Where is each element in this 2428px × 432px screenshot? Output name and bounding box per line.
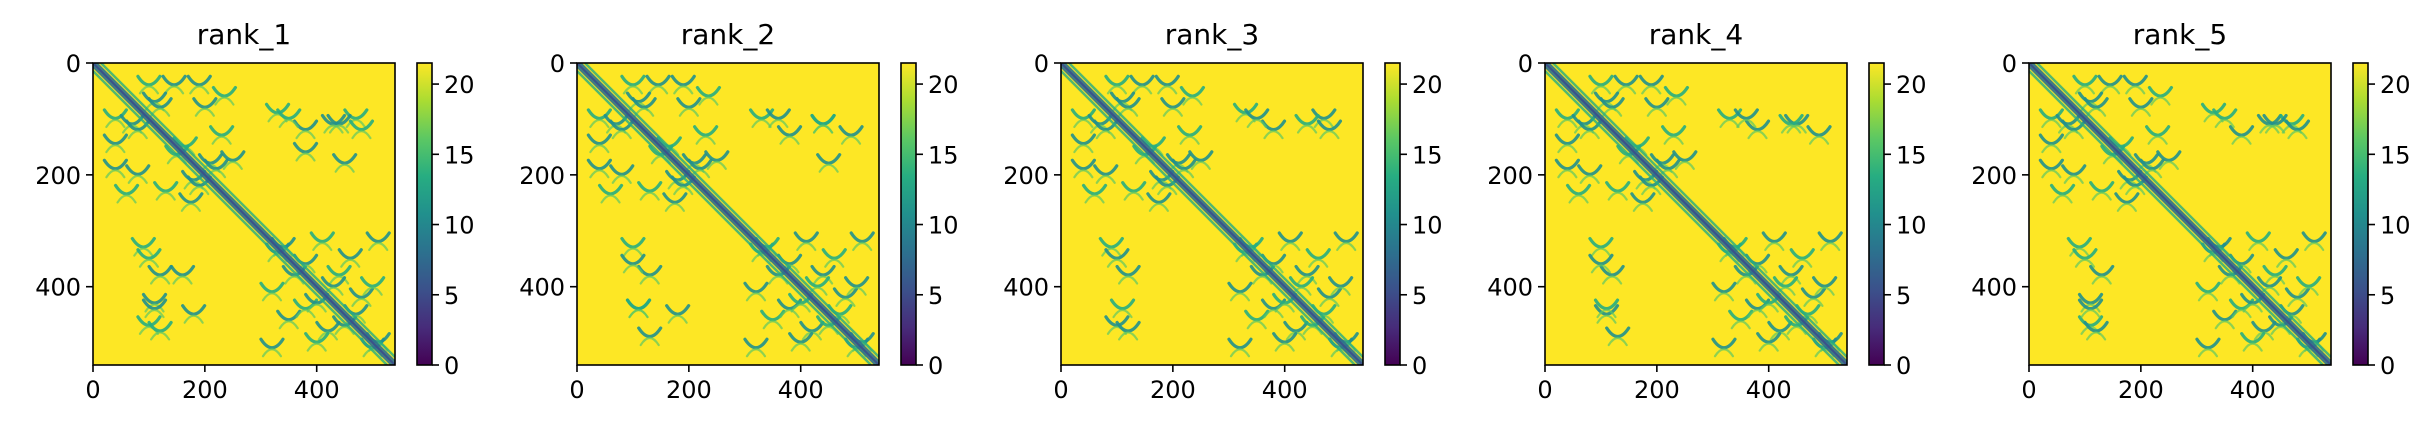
colorbar-tick-label: 5 (444, 282, 459, 310)
x-tick-label: 400 (2230, 376, 2276, 404)
x-tick-label: 0 (1537, 376, 1552, 404)
colorbar-tick-label: 20 (1896, 71, 1927, 99)
y-tick-label: 200 (35, 162, 81, 190)
colorbar-tick-label: 10 (1896, 212, 1927, 240)
x-tick-label: 200 (1634, 376, 1680, 404)
colorbar (1385, 63, 1400, 365)
colorbar-tick-label: 20 (2380, 71, 2411, 99)
chart-title: rank_2 (681, 18, 775, 51)
colorbar-tick-label: 0 (1412, 352, 1427, 380)
x-tick-label: 400 (1746, 376, 1792, 404)
heatmap-panel-1: rank_1 0 200 400 0 200 400 0 5 10 15 20 (35, 18, 474, 404)
chart-title: rank_5 (2133, 18, 2227, 51)
y-tick-label: 0 (2002, 50, 2017, 78)
y-tick-label: 200 (519, 162, 565, 190)
y-tick-label: 0 (550, 50, 565, 78)
x-tick-label: 0 (2021, 376, 2036, 404)
colorbar-tick-label: 0 (1896, 352, 1911, 380)
colorbar-tick-label: 5 (1896, 282, 1911, 310)
y-tick-label: 200 (1971, 162, 2017, 190)
x-tick-label: 200 (2118, 376, 2164, 404)
colorbar-tick-label: 15 (2380, 141, 2411, 169)
colorbar-tick-label: 0 (444, 352, 459, 380)
colorbar-tick-label: 20 (444, 71, 475, 99)
colorbar-tick-label: 0 (928, 352, 943, 380)
colorbar-tick-label: 10 (928, 212, 959, 240)
colorbar-tick-label: 20 (928, 71, 959, 99)
y-tick-label: 200 (1003, 162, 1049, 190)
colorbar (901, 63, 916, 365)
x-tick-label: 0 (85, 376, 100, 404)
x-tick-label: 400 (1262, 376, 1308, 404)
x-tick-label: 0 (569, 376, 584, 404)
x-tick-label: 200 (666, 376, 712, 404)
y-tick-label: 400 (519, 274, 565, 302)
heatmap-panel-2: rank_2 0 200 400 0 200 400 0 5 10 15 20 (519, 18, 958, 404)
x-tick-label: 400 (294, 376, 340, 404)
y-tick-label: 200 (1487, 162, 1533, 190)
colorbar (417, 63, 432, 365)
colorbar-tick-label: 15 (928, 141, 959, 169)
x-tick-label: 200 (1150, 376, 1196, 404)
heatmap-panel-5: rank_5 0 200 400 0 200 400 0 5 10 15 20 (1971, 18, 2410, 404)
y-tick-label: 400 (1003, 274, 1049, 302)
colorbar-tick-label: 5 (928, 282, 943, 310)
y-tick-label: 400 (1971, 274, 2017, 302)
colorbar-tick-label: 5 (1412, 282, 1427, 310)
colorbar-tick-label: 10 (1412, 212, 1443, 240)
colorbar-tick-label: 10 (2380, 212, 2411, 240)
heatmap-panel-3: rank_3 0 200 400 0 200 400 0 5 10 15 20 (1003, 18, 1442, 404)
y-tick-label: 400 (35, 274, 81, 302)
colorbar-tick-label: 20 (1412, 71, 1443, 99)
y-tick-label: 0 (66, 50, 81, 78)
y-tick-label: 0 (1518, 50, 1533, 78)
colorbar-tick-label: 15 (444, 141, 475, 169)
colorbar-tick-label: 5 (2380, 282, 2395, 310)
colorbar (1869, 63, 1884, 365)
x-tick-label: 200 (182, 376, 228, 404)
chart-title: rank_3 (1165, 18, 1259, 51)
colorbar-tick-label: 0 (2380, 352, 2395, 380)
heatmap-panel-4: rank_4 0 200 400 0 200 400 0 5 10 15 20 (1487, 18, 1926, 404)
colorbar (2353, 63, 2368, 365)
chart-title: rank_4 (1649, 18, 1743, 51)
y-tick-label: 0 (1034, 50, 1049, 78)
colorbar-tick-label: 10 (444, 212, 475, 240)
x-tick-label: 0 (1053, 376, 1068, 404)
y-tick-label: 400 (1487, 274, 1533, 302)
colorbar-tick-label: 15 (1412, 141, 1443, 169)
colorbar-tick-label: 15 (1896, 141, 1927, 169)
chart-title: rank_1 (197, 18, 291, 51)
x-tick-label: 400 (778, 376, 824, 404)
